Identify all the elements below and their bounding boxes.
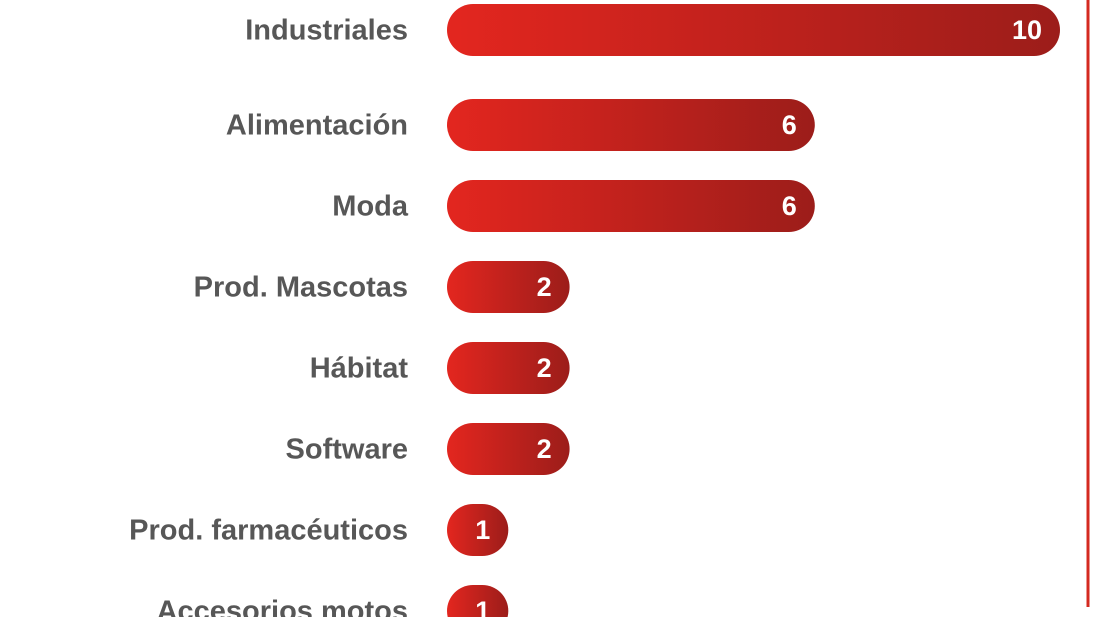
value-label: 10 (1012, 15, 1042, 45)
value-label: 2 (537, 353, 552, 383)
bar (447, 585, 509, 617)
bar (447, 423, 570, 475)
value-label: 1 (475, 515, 490, 545)
bar (447, 180, 815, 232)
bar (447, 261, 570, 313)
value-label: 1 (475, 596, 490, 617)
bar (447, 342, 570, 394)
category-label: Industriales (245, 15, 408, 47)
value-label: 6 (782, 191, 797, 221)
value-label: 2 (537, 272, 552, 302)
category-label: Prod. farmacéuticos (129, 515, 408, 547)
category-label: Hábitat (310, 353, 409, 385)
category-label: Prod. Mascotas (194, 272, 408, 304)
value-label: 2 (537, 434, 552, 464)
bar (447, 99, 815, 151)
bar (447, 4, 1060, 56)
category-label: Alimentación (226, 110, 408, 142)
category-label: Moda (332, 191, 409, 223)
category-label: Accesorios motos (157, 596, 408, 617)
category-label: Software (286, 434, 408, 466)
value-label: 6 (782, 110, 797, 140)
bar (447, 504, 509, 556)
